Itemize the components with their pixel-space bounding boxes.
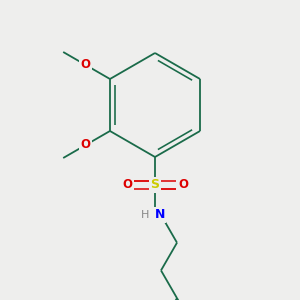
- Text: S: S: [151, 178, 160, 191]
- Text: O: O: [122, 178, 132, 191]
- Text: N: N: [155, 208, 165, 221]
- Text: O: O: [81, 139, 91, 152]
- Text: O: O: [178, 178, 188, 191]
- Text: O: O: [81, 58, 91, 71]
- Text: H: H: [141, 210, 149, 220]
